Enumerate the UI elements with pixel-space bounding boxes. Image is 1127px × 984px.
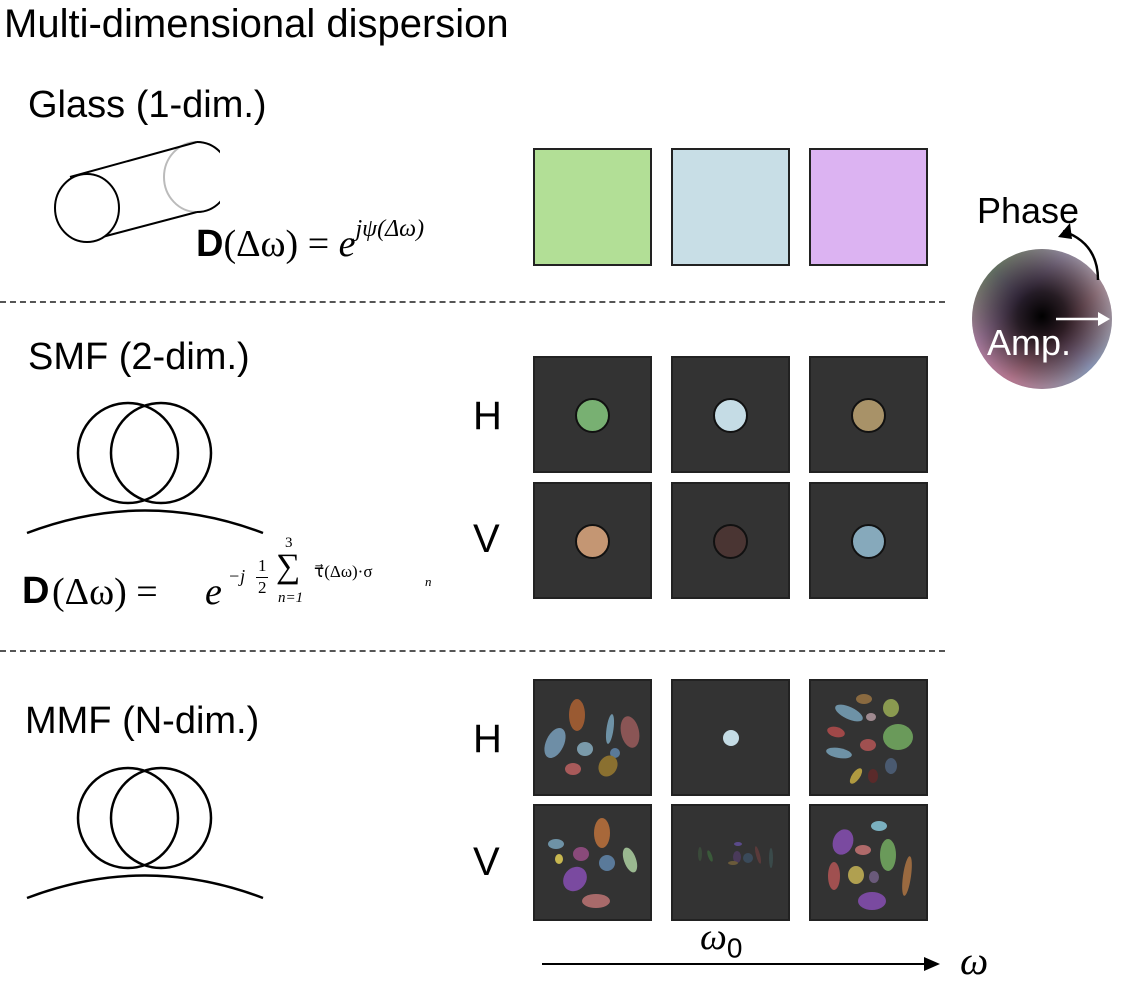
mode-pattern	[826, 694, 913, 784]
eq-sum-bottom: n=1	[278, 590, 304, 606]
figure-title: Multi-dimensional dispersion	[4, 2, 509, 46]
omega-symbol: ω	[700, 916, 727, 958]
smf-fiber-icon	[26, 401, 264, 535]
eq-operator-d: D	[196, 223, 224, 265]
smf-row-label-h: H	[473, 394, 502, 438]
eq-lhs: (Δω) =	[52, 571, 158, 613]
mmf-panel-h2	[671, 679, 790, 796]
mmf-panel-v3	[809, 804, 928, 921]
eq-base: e	[205, 571, 222, 613]
omega-subscript: 0	[726, 932, 743, 964]
eq-sum-top: 3	[285, 535, 293, 551]
smf-label: SMF (2-dim.)	[28, 336, 250, 378]
eq-frac-bar	[256, 577, 268, 578]
smf-panel-h2	[671, 356, 790, 473]
glass-label: Glass (1-dim.)	[28, 84, 267, 126]
eq-frac-num: 1	[258, 556, 267, 575]
eq-operator-d: D	[22, 570, 50, 612]
eq-lhs: (Δω) =	[223, 223, 339, 265]
amp-label: Amp.	[987, 322, 1072, 363]
mmf-panel-v2	[671, 804, 790, 921]
smf-panel-h1	[533, 356, 652, 473]
mmf-fiber-icon	[26, 766, 264, 900]
eq-exponent: jψ(Δω)	[355, 216, 425, 243]
glass-equation: D(Δω) = ejψ(Δω)	[196, 216, 424, 266]
color-wheel-legend	[972, 223, 1112, 389]
mode-dot	[713, 398, 748, 433]
mode-pattern	[544, 699, 640, 777]
mode-pattern	[548, 818, 638, 908]
smf-panel-v3	[809, 482, 928, 599]
eq-exp-suffix: τ⃗(Δω)·σ	[314, 562, 373, 581]
eq-base: e	[338, 223, 356, 265]
smf-panel-v1	[533, 482, 652, 599]
mode-dot	[713, 524, 748, 559]
frequency-axis-arrow	[542, 957, 940, 971]
eq-sum-symbol: ∑	[276, 548, 301, 585]
phase-label: Phase	[977, 190, 1080, 231]
mmf-panel-v1	[533, 804, 652, 921]
mode-dot	[851, 398, 886, 433]
frequency-axis-label: ω	[960, 938, 989, 983]
glass-panel-2	[671, 148, 790, 266]
mmf-panel-h1	[533, 679, 652, 796]
mode-pattern	[723, 730, 739, 746]
eq-exp-prefix: −j	[228, 566, 246, 586]
eq-exp-sub: n	[425, 574, 432, 589]
axis-center-label: ω0	[700, 915, 742, 965]
glass-rod-icon	[54, 141, 220, 243]
mode-pattern	[698, 842, 773, 868]
smf-panel-v2	[671, 482, 790, 599]
eq-frac-den: 2	[258, 578, 267, 597]
mmf-row-label-v: V	[473, 840, 500, 884]
mode-dot	[851, 524, 886, 559]
mmf-row-label-h: H	[473, 717, 502, 761]
mode-pattern	[828, 821, 912, 910]
glass-panel-1	[533, 148, 652, 266]
smf-row-label-v: V	[473, 517, 500, 561]
mode-dot	[575, 398, 610, 433]
section-divider	[0, 301, 945, 303]
section-divider	[0, 650, 945, 652]
mmf-panel-h3	[809, 679, 928, 796]
mode-dot	[575, 524, 610, 559]
mmf-label: MMF (N-dim.)	[25, 700, 260, 742]
glass-panel-3	[809, 148, 928, 266]
smf-panel-h3	[809, 356, 928, 473]
